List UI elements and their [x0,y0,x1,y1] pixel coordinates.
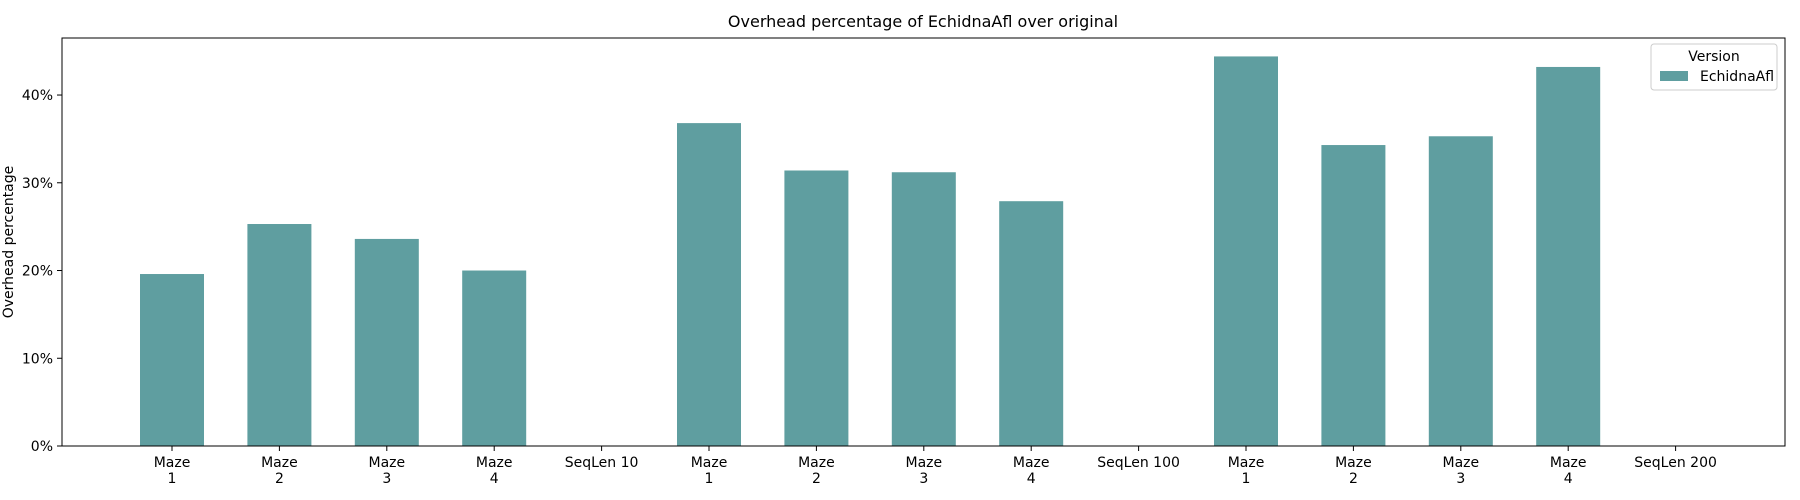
x-tick-label: Maze 2 [798,455,835,487]
x-tick-label: SeqLen 200 [1634,455,1717,471]
x-tick-label: Maze 2 [1335,455,1372,487]
y-tick-label: 20% [22,264,53,280]
plot-area: 0% 10% 20% 30% 40% Maze 1 Maze 2 Maze 3 Maze 4 SeqLen… [22,56,1717,487]
chart-title: Overhead percentage of EchidnaAfl over o… [728,12,1118,31]
y-tick-label: 10% [22,351,53,367]
x-tick-label: Maze 1 [154,455,191,487]
y-tick-label: 30% [22,176,53,192]
bar [677,123,741,446]
bar [1536,66,1601,447]
x-tick-label: Maze 3 [1442,455,1479,487]
bar [247,224,312,446]
bar [784,170,849,446]
x-tick-label: Maze 4 [1013,455,1050,487]
x-tick-label: Maze 4 [476,455,513,487]
bar [1214,56,1278,446]
bar [140,274,204,446]
x-tick-label: Maze 3 [905,455,942,487]
bar [1428,136,1493,446]
y-tick-label: 0% [31,439,53,455]
bar [891,172,956,446]
bar [1321,145,1386,446]
x-tick-label: Maze 4 [1550,455,1587,487]
bar [462,270,527,446]
plot-frame [61,37,1786,447]
x-tick-label: Maze 1 [691,455,728,487]
x-tick-label: SeqLen 10 [565,455,639,471]
y-tick-label: 40% [22,88,53,104]
x-tick-label: Maze 1 [1228,455,1265,487]
bar [354,238,419,446]
x-tick-label: Maze 2 [261,455,298,487]
x-tick-label: Maze 3 [368,455,405,487]
x-tick-label: SeqLen 100 [1097,455,1180,471]
bar [999,201,1064,446]
y-axis-label: Overhead percentage [1,166,17,319]
legend-swatch-echidnaafl [1660,71,1688,81]
legend-label-echidnaafl: EchidnaAfl [1700,69,1774,85]
legend-title: Version [1688,49,1739,65]
legend: Version EchidnaAfl [1650,43,1778,91]
